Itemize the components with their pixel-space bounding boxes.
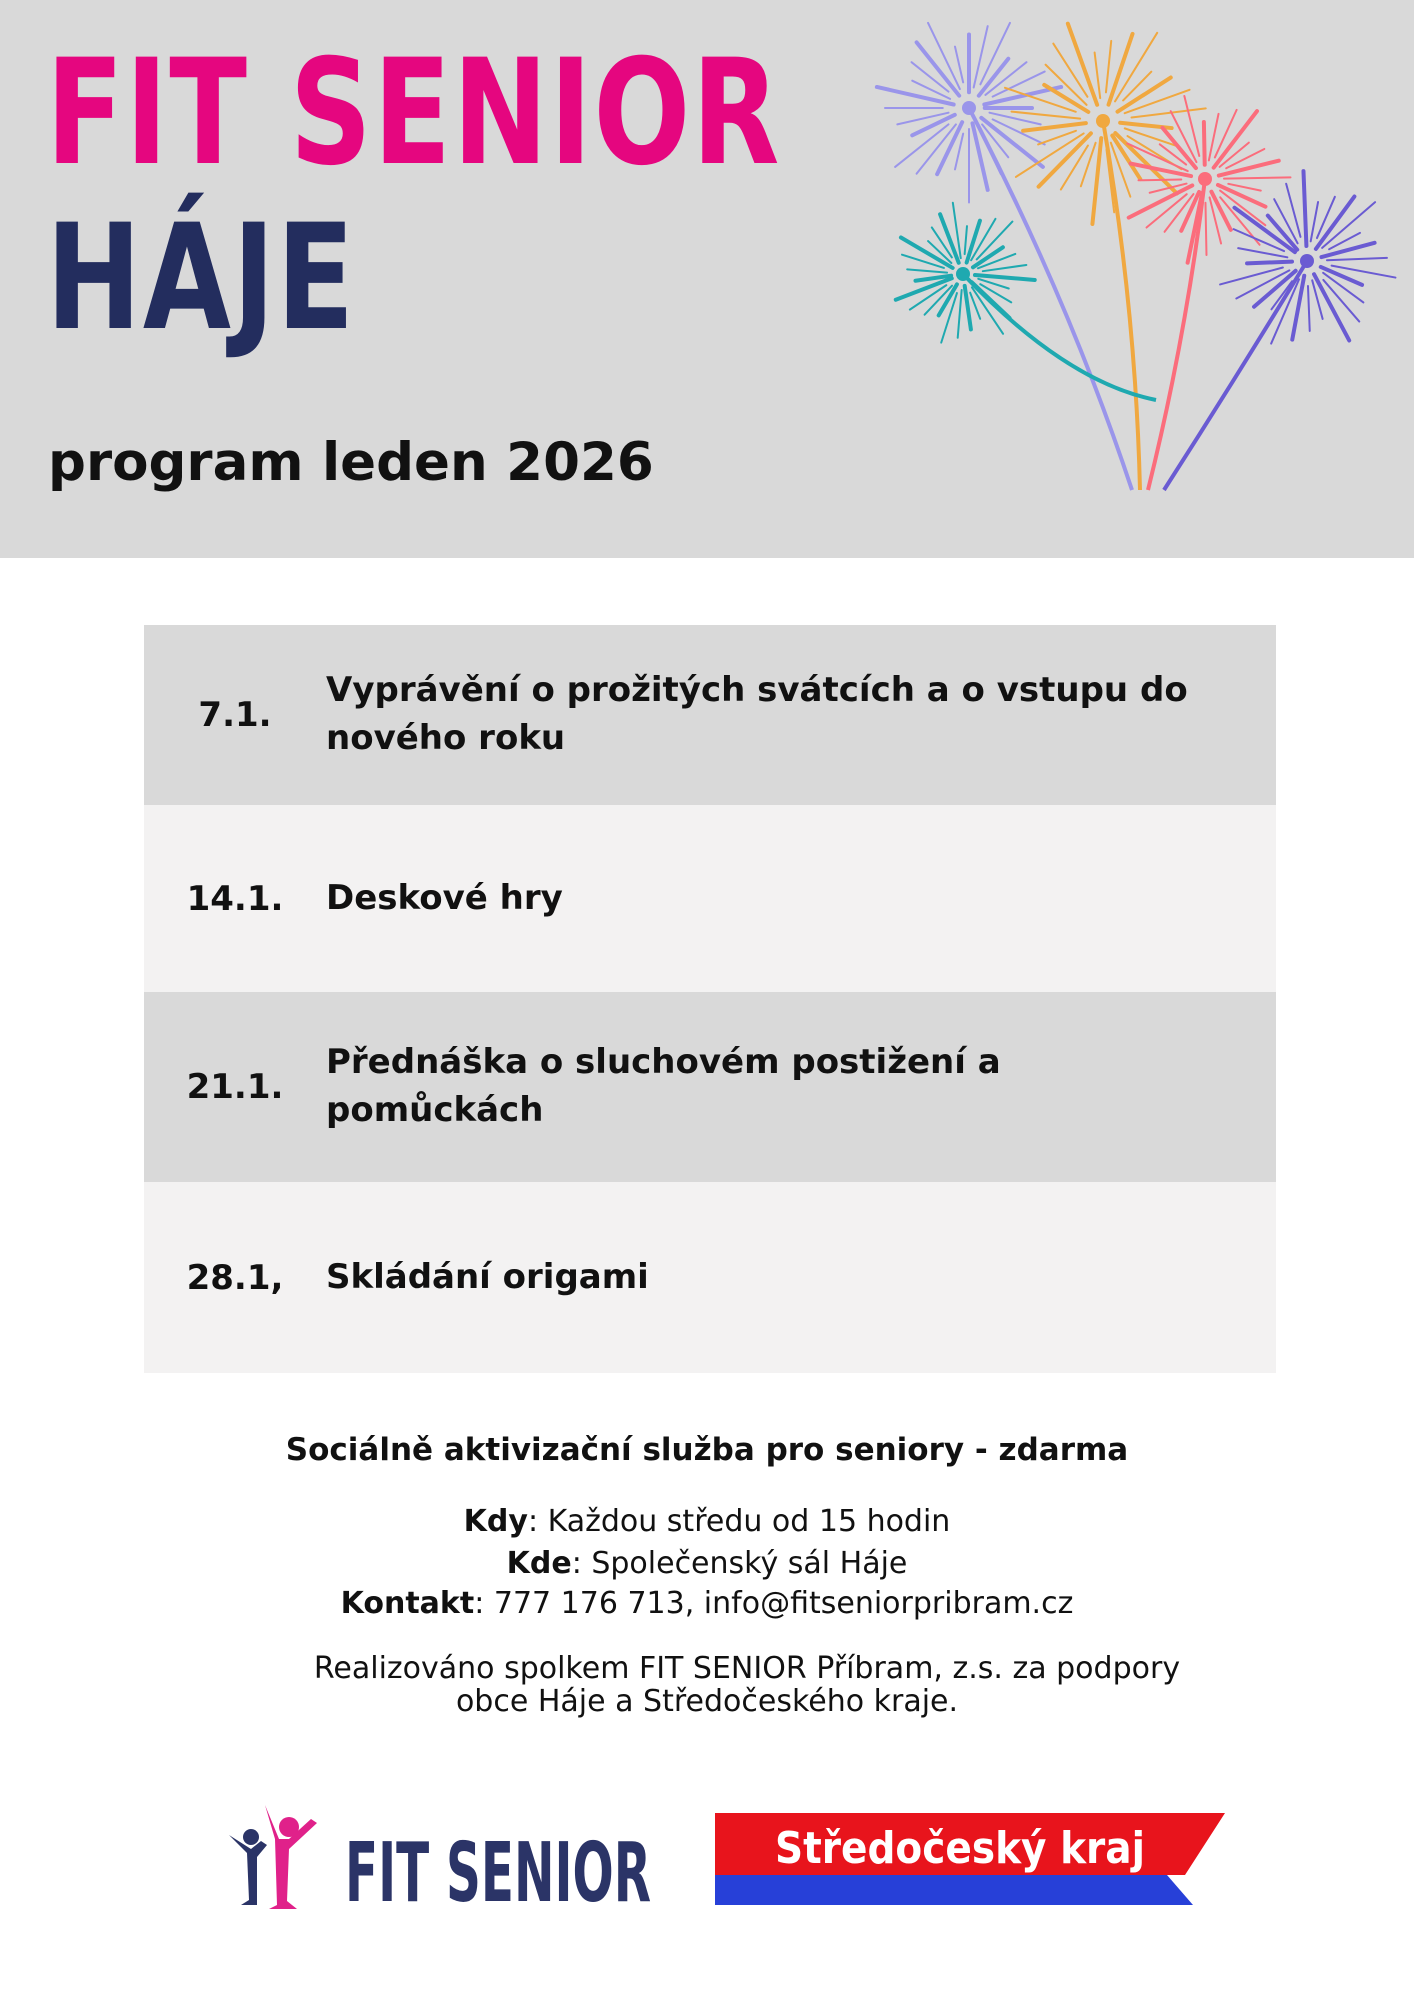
firework-burst [893, 201, 1157, 402]
program-date: 21.1. [186, 1067, 284, 1107]
kraj-logo-text: Středočeský kraj [775, 1823, 1145, 1874]
credit-line-2: obce Háje a Středočeského kraje. [455, 1684, 959, 1719]
when-value: : Každou středu od 15 hodin [527, 1504, 951, 1539]
firework-burst [1162, 169, 1397, 492]
stredocesky-kraj-logo: Středočeský kraj [715, 1813, 1225, 1905]
program-activity: Deskové hry [326, 877, 563, 918]
when-label: Kdy [463, 1504, 528, 1539]
where-label: Kde [506, 1546, 572, 1581]
program-row: 28.1, Skládání origami [144, 1182, 1276, 1373]
firework-burst [1126, 95, 1292, 491]
firework-burst [1003, 21, 1207, 491]
program-row: 14.1. Deskové hry [144, 805, 1276, 992]
where-line: Kde: Společenský sál Háje [0, 1546, 1414, 1581]
fit-senior-logo-text: FIT SENIOR [345, 1826, 651, 1910]
program-activity: Přednáška o sluchovém postižení a pomůck… [326, 1042, 1001, 1130]
title-haje: HÁJE [46, 193, 356, 363]
program-activity: Skládání origami [326, 1256, 649, 1297]
program-table: 7.1. Vyprávění o prožitých svátcích a o … [144, 625, 1276, 1373]
where-value: : Společenský sál Háje [571, 1546, 908, 1581]
fireworks-illustration [874, 21, 1397, 492]
contact-label: Kontakt [340, 1586, 475, 1621]
firework-burst [874, 21, 1134, 491]
title-fit-senior: FIT SENIOR [46, 28, 782, 198]
credit-line-1: Realizováno spolkem FIT SENIOR Příbram, … [313, 1651, 1181, 1686]
contact-line: Kontakt: 777 176 713, info@fitseniorprib… [0, 1586, 1414, 1621]
program-date: 7.1. [198, 695, 272, 735]
when-line: Kdy: Každou středu od 15 hodin [0, 1504, 1414, 1539]
program-activity: Vyprávění o prožitých svátcích a o vstup… [326, 670, 1188, 758]
program-row: 7.1. Vyprávění o prožitých svátcích a o … [144, 625, 1276, 805]
program-date: 28.1, [186, 1257, 284, 1298]
program-row: 21.1. Přednáška o sluchovém postižení a … [144, 992, 1276, 1182]
program-date: 14.1. [186, 878, 284, 919]
program-subtitle: program leden 2026 [48, 432, 654, 493]
service-heading: Sociálně aktivizační služba pro seniory … [285, 1432, 1129, 1468]
header-banner: FIT SENIOR HÁJE program leden 2026 [0, 0, 1414, 558]
contact-value: : 777 176 713, info@fitseniorpribram.cz [474, 1586, 1074, 1621]
people-icon [229, 1805, 317, 1909]
fit-senior-logo: FIT SENIOR [229, 1805, 651, 1910]
